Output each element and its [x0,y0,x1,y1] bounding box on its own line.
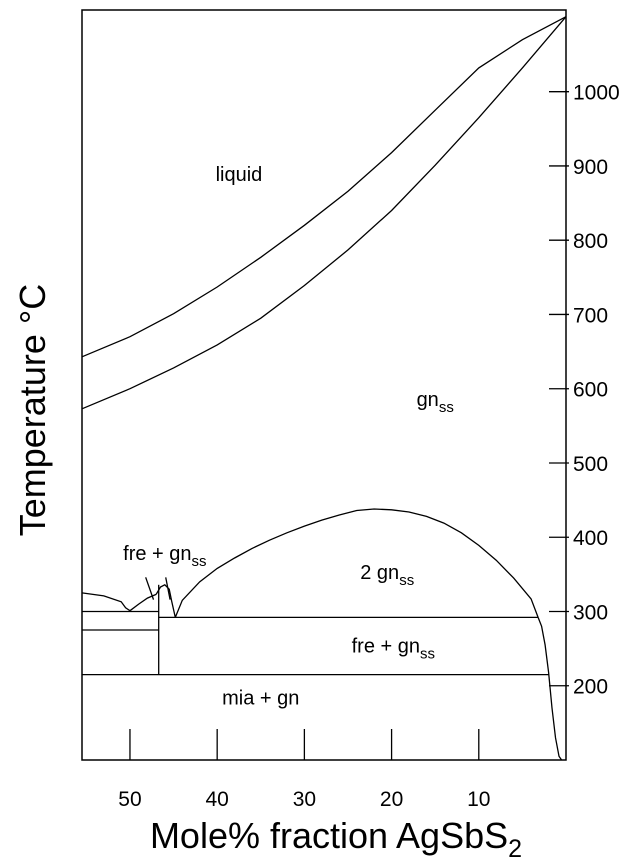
y-tick-label-200: 200 [573,676,608,699]
label-fre-gnss-upper: fre + gnss [123,543,206,570]
x-tick-label-50: 50 [118,788,141,811]
y-tick-label-700: 700 [573,304,608,327]
y-tick-label-600: 600 [573,379,608,402]
label-fre-gnss-lower: fre + gnss [352,635,435,662]
boundary-miargyrite-solvus [537,617,563,761]
y-tick-label-400: 400 [573,527,608,550]
y-tick-label-900: 900 [573,156,608,179]
boundary-gn-solvus [174,508,539,618]
boundary-solidus [81,16,567,410]
boundary-solvus-left [81,592,131,612]
plot-frame [81,9,567,761]
label-liquid: liquid [216,164,263,186]
y-axis-ticks: 200 300 400 500 600 700 800 900 1000 [549,82,620,699]
pointer-line-1 [145,577,155,600]
x-axis-ticks: 50 40 30 20 10 [118,729,490,811]
label-mia-gn: mia + gn [222,687,299,709]
y-tick-label-300: 300 [573,601,608,624]
y-tick-label-500: 500 [573,453,608,476]
phase-boundaries [81,16,567,761]
region-labels: liquid gnss fre + gnss 2 gnss fre + gnss mia … [123,164,454,710]
y-tick-label-800: 800 [573,230,608,253]
x-tick-label-30: 30 [293,788,316,811]
x-tick-label-20: 20 [380,788,403,811]
y-tick-label-1000: 1000 [573,82,620,105]
pointer-line-2 [165,577,171,600]
x-tick-label-10: 10 [467,788,490,811]
x-axis-title: Mole% fraction AgSbS2 [150,815,522,857]
label-pointer-lines [145,577,171,600]
x-tick-label-40: 40 [205,788,228,811]
boundary-liquidus [81,16,567,358]
label-gnss: gnss [417,389,454,416]
y-axis-title: Temperature °C [12,284,53,537]
label-2-gnss: 2 gnss [360,562,414,589]
